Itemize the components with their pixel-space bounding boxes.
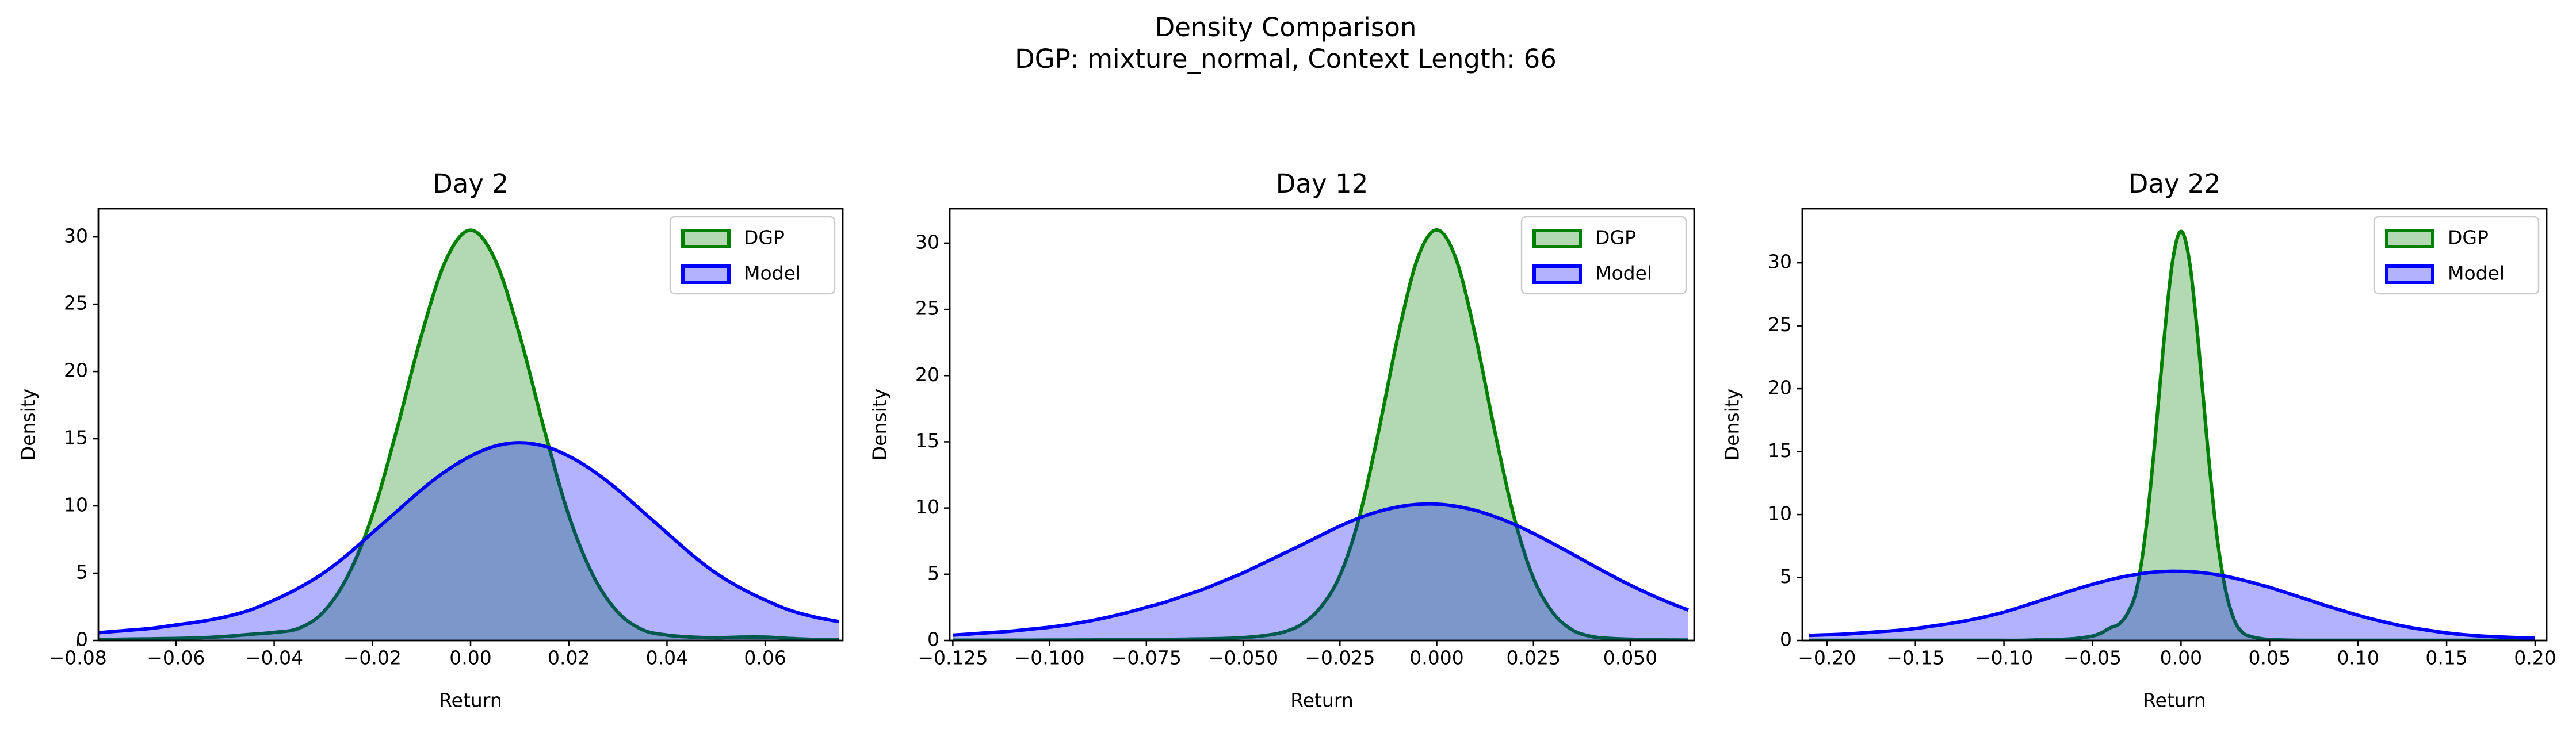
subplot-title: Day 22 bbox=[2128, 168, 2220, 199]
y-tick-label: 10 bbox=[915, 496, 939, 518]
subplot-title: Day 12 bbox=[1276, 168, 1368, 199]
y-tick-label: 20 bbox=[1768, 377, 1792, 399]
legend-label: DGP bbox=[1595, 227, 1636, 249]
x-tick-label: −0.100 bbox=[1015, 647, 1085, 669]
x-tick-label: 0.000 bbox=[1409, 647, 1463, 669]
y-tick-label: 25 bbox=[1768, 313, 1792, 336]
legend-label: Model bbox=[2448, 262, 2505, 285]
density-area bbox=[98, 443, 839, 640]
legend: DGP Model bbox=[2373, 216, 2540, 295]
y-tick-label: 30 bbox=[1768, 251, 1792, 273]
x-tick-label: −0.06 bbox=[147, 647, 205, 669]
y-tick-label: 0 bbox=[76, 628, 88, 651]
x-axis-label: Return bbox=[439, 689, 502, 712]
y-tick-label: 15 bbox=[64, 427, 88, 449]
axes-frame bbox=[949, 208, 1695, 642]
density-line bbox=[98, 228, 839, 640]
y-axis-label: Density bbox=[17, 389, 40, 460]
subplot: Day 2 Return Density −0.08 −0.06 −0.04 −0.02 0.… bbox=[17, 168, 844, 712]
x-tick-label: 0.00 bbox=[2160, 647, 2202, 669]
legend-swatch bbox=[681, 229, 731, 248]
y-tick-label: 15 bbox=[1768, 439, 1792, 462]
y-axis-label: Density bbox=[1721, 389, 1744, 460]
x-tick-label: −0.10 bbox=[1975, 647, 2033, 669]
y-tick-label: 30 bbox=[915, 231, 939, 253]
legend-label: Model bbox=[744, 262, 801, 285]
x-tick-label: 0.05 bbox=[2249, 647, 2291, 669]
y-tick-label: 20 bbox=[64, 359, 88, 382]
x-tick-label: 0.15 bbox=[2425, 647, 2467, 669]
density-area bbox=[98, 230, 839, 640]
x-tick-label: −0.02 bbox=[343, 647, 402, 669]
density-area bbox=[953, 504, 1688, 640]
x-axis-label: Return bbox=[2143, 689, 2206, 712]
density-area bbox=[1809, 571, 2535, 640]
x-tick-label: −0.15 bbox=[1886, 647, 1944, 669]
y-tick-label: 30 bbox=[64, 225, 88, 247]
x-tick-label: 0.025 bbox=[1507, 647, 1561, 669]
density-line bbox=[98, 441, 839, 635]
x-tick-label: 0.050 bbox=[1603, 647, 1657, 669]
plot-area bbox=[98, 228, 839, 640]
x-tick-label: −0.025 bbox=[1305, 647, 1375, 669]
legend-label: DGP bbox=[744, 227, 785, 249]
legend: DGP Model bbox=[1520, 216, 1687, 295]
legend-swatch bbox=[1532, 229, 1582, 248]
y-tick-label: 5 bbox=[76, 561, 88, 584]
x-tick-label: −0.05 bbox=[2063, 647, 2122, 669]
subplot: Day 12 Return Density −0.125 −0.100 −0.075 −0.… bbox=[869, 168, 1695, 712]
legend-swatch bbox=[1532, 264, 1582, 284]
y-tick-label: 5 bbox=[1780, 565, 1792, 588]
legend: DGP Model bbox=[669, 216, 836, 295]
y-axis-label: Density bbox=[869, 389, 891, 460]
density-area bbox=[1809, 231, 2535, 640]
y-tick-label: 0 bbox=[927, 628, 939, 651]
density-area bbox=[953, 229, 1688, 640]
y-tick-label: 25 bbox=[915, 297, 939, 320]
x-tick-label: 0.06 bbox=[744, 647, 786, 669]
y-tick-label: 15 bbox=[915, 429, 939, 452]
legend-swatch bbox=[2385, 229, 2434, 248]
subplot-title: Day 2 bbox=[433, 168, 509, 199]
x-axis-label: Return bbox=[1290, 689, 1354, 712]
y-tick-label: 0 bbox=[1780, 628, 1792, 651]
x-tick-label: 0.00 bbox=[449, 647, 491, 669]
density-line bbox=[1809, 569, 2536, 640]
legend-swatch bbox=[2385, 264, 2434, 284]
x-tick-label: 0.10 bbox=[2337, 647, 2379, 669]
axes-frame bbox=[1801, 208, 2548, 642]
x-tick-label: −0.20 bbox=[1798, 647, 1856, 669]
legend-swatch bbox=[681, 264, 731, 284]
subplot: Day 22 Return Density −0.20 −0.15 −0.10 −0.05 0… bbox=[1721, 168, 2556, 712]
legend-label: Model bbox=[1595, 262, 1652, 285]
suptitle: Density Comparison bbox=[1155, 12, 1417, 43]
legend-label: DGP bbox=[2448, 227, 2489, 249]
legend-box bbox=[1520, 216, 1687, 295]
x-tick-label: 0.04 bbox=[646, 647, 688, 669]
x-tick-label: 0.20 bbox=[2514, 647, 2556, 669]
y-tick-label: 10 bbox=[1768, 502, 1792, 525]
x-tick-label: −0.08 bbox=[49, 647, 107, 669]
legend-box bbox=[2373, 216, 2540, 295]
x-tick-label: −0.050 bbox=[1208, 647, 1278, 669]
x-tick-label: 0.02 bbox=[548, 647, 590, 669]
x-tick-label: −0.075 bbox=[1111, 647, 1182, 669]
y-tick-label: 10 bbox=[64, 494, 88, 516]
subtitle: DGP: mixture_normal, Context Length: 66 bbox=[1015, 44, 1557, 74]
x-tick-label: −0.04 bbox=[245, 647, 303, 669]
legend-box bbox=[669, 216, 836, 295]
x-tick-label: −0.125 bbox=[918, 647, 988, 669]
y-tick-label: 25 bbox=[64, 292, 88, 314]
density-line bbox=[953, 502, 1689, 637]
y-tick-label: 20 bbox=[915, 363, 939, 386]
y-tick-label: 5 bbox=[927, 562, 939, 584]
